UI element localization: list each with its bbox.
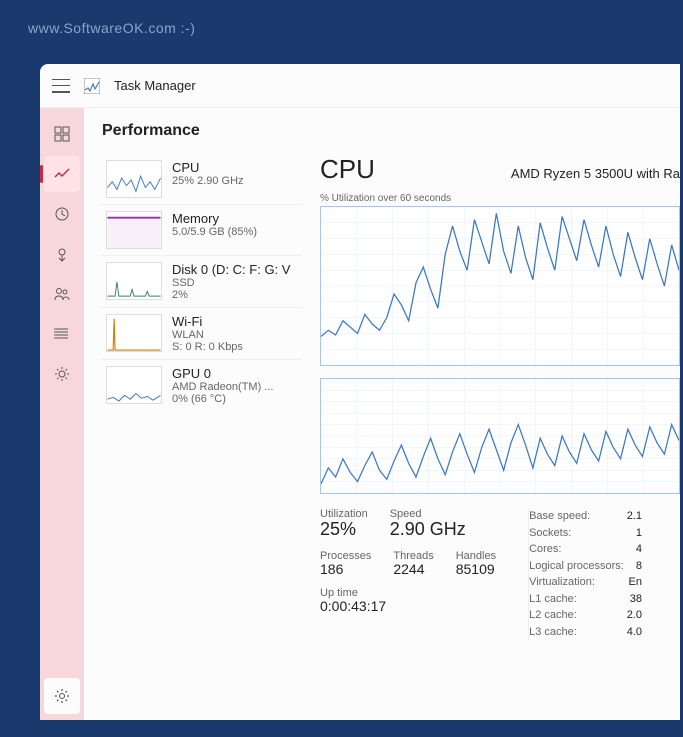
nav-performance[interactable] <box>44 156 80 192</box>
nav-processes[interactable] <box>44 116 80 152</box>
info-row: Base speed:2.1 <box>529 508 642 525</box>
nav-details[interactable] <box>44 316 80 352</box>
app-icon <box>84 78 100 94</box>
info-row: Virtualization:En <box>529 574 642 591</box>
stat-processes: Processes 186 <box>320 550 371 577</box>
info-row: L1 cache:38 <box>529 591 642 608</box>
perf-item-sub2: 0% (66 °C) <box>172 393 298 405</box>
stats-info: Base speed:2.1Sockets:1Cores:4Logical pr… <box>528 508 642 640</box>
perf-item-name: CPU <box>172 160 298 175</box>
perf-item-sub1: AMD Radeon(TM) ... <box>172 381 298 393</box>
perf-item-name: GPU 0 <box>172 366 298 381</box>
stat-utilization: Utilization 25% <box>320 508 368 540</box>
perf-item-sub1: 5.0/5.9 GB (85%) <box>172 226 298 238</box>
stat-handles: Handles 85109 <box>456 550 496 577</box>
page-title: Performance <box>102 122 680 140</box>
stats-area: Utilization 25% Speed 2.90 GHz <box>320 508 680 640</box>
perf-item-name: Memory <box>172 211 298 226</box>
task-manager-window: Task Manager Performance CPU 25% 2.90 GH… <box>40 64 680 720</box>
cpu-chart-main <box>320 206 680 366</box>
perf-item-disk-0-d-c-f-g-v[interactable]: Disk 0 (D: C: F: G: V SSD 2% <box>102 256 302 308</box>
perf-item-sub2: S: 0 R: 0 Kbps <box>172 341 298 353</box>
perf-sidebar: CPU 25% 2.90 GHz Memory 5.0/5.9 GB (85%)… <box>102 154 302 710</box>
window-title: Task Manager <box>114 78 196 93</box>
perf-thumb <box>106 262 162 300</box>
content-area: Performance CPU 25% 2.90 GHz Memory 5.0/… <box>84 108 680 720</box>
perf-thumb <box>106 314 162 352</box>
perf-item-sub1: WLAN <box>172 329 298 341</box>
perf-thumb <box>106 160 162 198</box>
titlebar: Task Manager <box>40 64 680 108</box>
perf-item-sub1: 25% 2.90 GHz <box>172 175 298 187</box>
stat-threads: Threads 2244 <box>393 550 433 577</box>
info-row: Sockets:1 <box>529 525 642 542</box>
perf-item-memory[interactable]: Memory 5.0/5.9 GB (85%) <box>102 205 302 256</box>
detail-model: AMD Ryzen 5 3500U with Ra <box>511 166 680 181</box>
nav-history[interactable] <box>44 196 80 232</box>
perf-item-name: Disk 0 (D: C: F: G: V <box>172 262 298 277</box>
perf-item-gpu-0[interactable]: GPU 0 AMD Radeon(TM) ... 0% (66 °C) <box>102 360 302 411</box>
nav-settings[interactable] <box>44 678 80 714</box>
detail-title: CPU <box>320 154 375 185</box>
stat-speed: Speed 2.90 GHz <box>390 508 466 540</box>
nav-users[interactable] <box>44 276 80 312</box>
perf-thumb <box>106 211 162 249</box>
nav-rail <box>40 108 84 720</box>
perf-thumb <box>106 366 162 404</box>
perf-item-wi-fi[interactable]: Wi-Fi WLAN S: 0 R: 0 Kbps <box>102 308 302 360</box>
chart-label: % Utilization over 60 seconds <box>320 193 680 204</box>
perf-detail: CPU AMD Ryzen 5 3500U with Ra % Utilizat… <box>320 154 680 710</box>
perf-item-cpu[interactable]: CPU 25% 2.90 GHz <box>102 154 302 205</box>
info-row: L2 cache:2.0 <box>529 607 642 624</box>
hamburger-icon[interactable] <box>52 79 70 93</box>
info-row: Logical processors:8 <box>529 558 642 575</box>
info-row: L3 cache:4.0 <box>529 624 642 641</box>
perf-item-sub1: SSD <box>172 277 298 289</box>
watermark-text: www.SoftwareOK.com :-) <box>28 20 195 36</box>
nav-services[interactable] <box>44 356 80 392</box>
info-row: Cores:4 <box>529 541 642 558</box>
nav-startup[interactable] <box>44 236 80 272</box>
perf-item-sub2: 2% <box>172 289 298 301</box>
stat-uptime: Up time 0:00:43:17 <box>320 587 496 614</box>
perf-item-name: Wi-Fi <box>172 314 298 329</box>
cpu-chart-secondary <box>320 378 680 494</box>
